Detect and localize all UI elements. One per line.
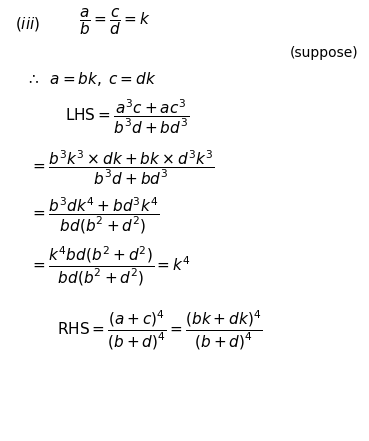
Text: (suppose): (suppose) — [289, 46, 358, 60]
Text: $\dfrac{a}{b} = \dfrac{c}{d} = k$: $\dfrac{a}{b} = \dfrac{c}{d} = k$ — [79, 7, 151, 37]
Text: $= \dfrac{b^3dk^4 + bd^3k^4}{bd(b^2 + d^2)}$: $= \dfrac{b^3dk^4 + bd^3k^4}{bd(b^2 + d^… — [30, 196, 159, 236]
Text: $\mathrm{LHS} = \dfrac{a^3c + ac^3}{b^3d + bd^3}$: $\mathrm{LHS} = \dfrac{a^3c + ac^3}{b^3d… — [65, 98, 189, 136]
Text: $\mathrm{RHS} = \dfrac{(a+c)^4}{(b+d)^4} = \dfrac{(bk+dk)^4}{(b+d)^4}$: $\mathrm{RHS} = \dfrac{(a+c)^4}{(b+d)^4}… — [57, 309, 263, 352]
Text: $(iii)$: $(iii)$ — [15, 15, 40, 33]
Text: $\therefore\;\; a = bk,\; c = dk$: $\therefore\;\; a = bk,\; c = dk$ — [26, 71, 156, 88]
Text: $= \dfrac{k^4bd(b^2 + d^2)}{bd(b^2 + d^2)} = k^4$: $= \dfrac{k^4bd(b^2 + d^2)}{bd(b^2 + d^2… — [30, 245, 190, 288]
Text: $= \dfrac{b^3k^3 \times dk + bk \times d^3k^3}{b^3d + bd^3}$: $= \dfrac{b^3k^3 \times dk + bk \times d… — [30, 149, 214, 187]
